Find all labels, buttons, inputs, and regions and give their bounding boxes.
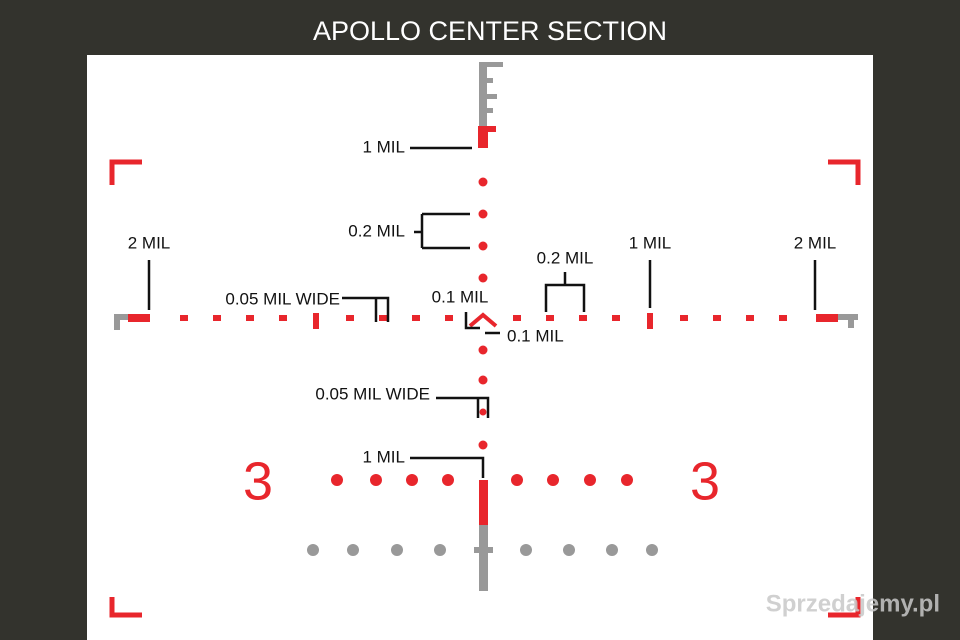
- label: 1 MIL: [362, 447, 405, 466]
- watermark: Sprzedajemy.pl: [766, 590, 940, 617]
- label: 1 MIL: [362, 137, 405, 156]
- range-number: 3: [690, 451, 720, 511]
- upper-bar: [478, 126, 488, 148]
- center-chevron: [468, 312, 498, 328]
- lower-bar: [479, 480, 488, 525]
- label: 2 MIL: [794, 233, 837, 252]
- label: 2 MIL: [128, 233, 171, 252]
- range-number: 3: [243, 451, 273, 511]
- title: APOLLO CENTER SECTION: [313, 16, 667, 46]
- gray-dots: [307, 544, 658, 556]
- label: 1 MIL: [629, 233, 672, 252]
- upper-stem: [479, 62, 503, 126]
- horizontal-ends: [114, 314, 858, 330]
- horizontal-dashes: [128, 313, 838, 329]
- vertical-dots: [478, 177, 488, 450]
- upper-bar: [478, 126, 496, 132]
- corner-brackets: [109, 159, 861, 618]
- range-dots: [331, 474, 633, 486]
- label: 0.1 MIL: [432, 287, 489, 306]
- label: 0.1 MIL: [507, 326, 564, 345]
- label: 0.05 MIL WIDE: [225, 289, 340, 308]
- lower-stem: [474, 547, 493, 553]
- label: 0.2 MIL: [348, 221, 405, 240]
- lower-stem: [479, 525, 488, 591]
- leader-lines: [147, 146, 817, 478]
- label: 0.2 MIL: [537, 248, 594, 267]
- label: 0.05 MIL WIDE: [315, 384, 430, 403]
